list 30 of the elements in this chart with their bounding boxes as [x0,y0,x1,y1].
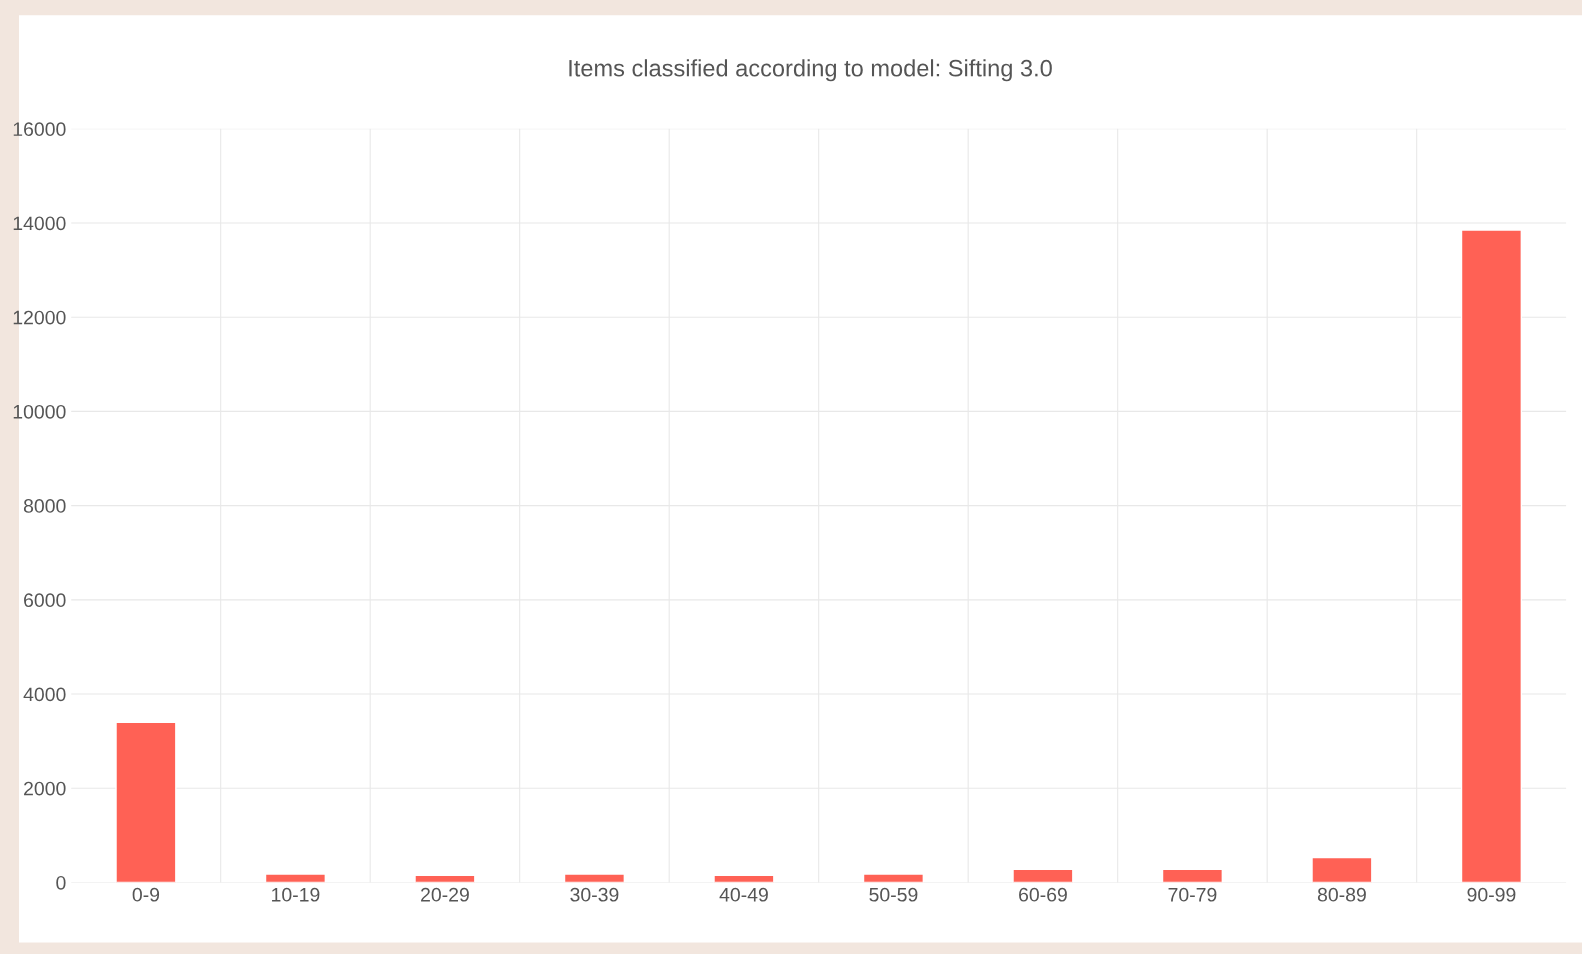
x-tick-label: 50-59 [869,887,918,902]
bar [1460,229,1523,883]
bar [713,874,775,883]
y-tick-label: 6000 [24,593,66,608]
y-tick-label: 0 [56,875,66,890]
x-tick-label: 20-29 [421,887,469,902]
bar [1012,868,1074,883]
y-tick-label: 4000 [23,687,66,702]
x-tick-label: 90-99 [1467,887,1516,902]
y-tick-label: 14000 [13,216,66,231]
x-tick-label: 60-69 [1019,887,1067,902]
x-tick-label: 0-9 [132,887,160,902]
bar [563,873,626,883]
y-tick-label: 10000 [13,404,66,419]
x-tick-label: 10-19 [272,887,320,902]
x-tick-label: 80-89 [1317,887,1366,902]
bar [1161,868,1224,883]
x-tick-label: 40-49 [719,887,768,902]
bar [264,873,327,883]
x-tick-label: 30-39 [570,887,619,902]
bar [862,873,925,883]
y-tick-label: 8000 [23,499,66,513]
y-tick-label: 16000 [13,122,66,137]
bar [115,721,177,883]
chart-title: Items classified according to model: Sifting 3.0 [569,59,1052,82]
bar [414,874,476,883]
bar [1311,856,1373,883]
y-tick-label: 2000 [24,781,66,796]
y-tick-label: 12000 [13,310,66,325]
x-tick-label: 70-79 [1168,887,1217,902]
